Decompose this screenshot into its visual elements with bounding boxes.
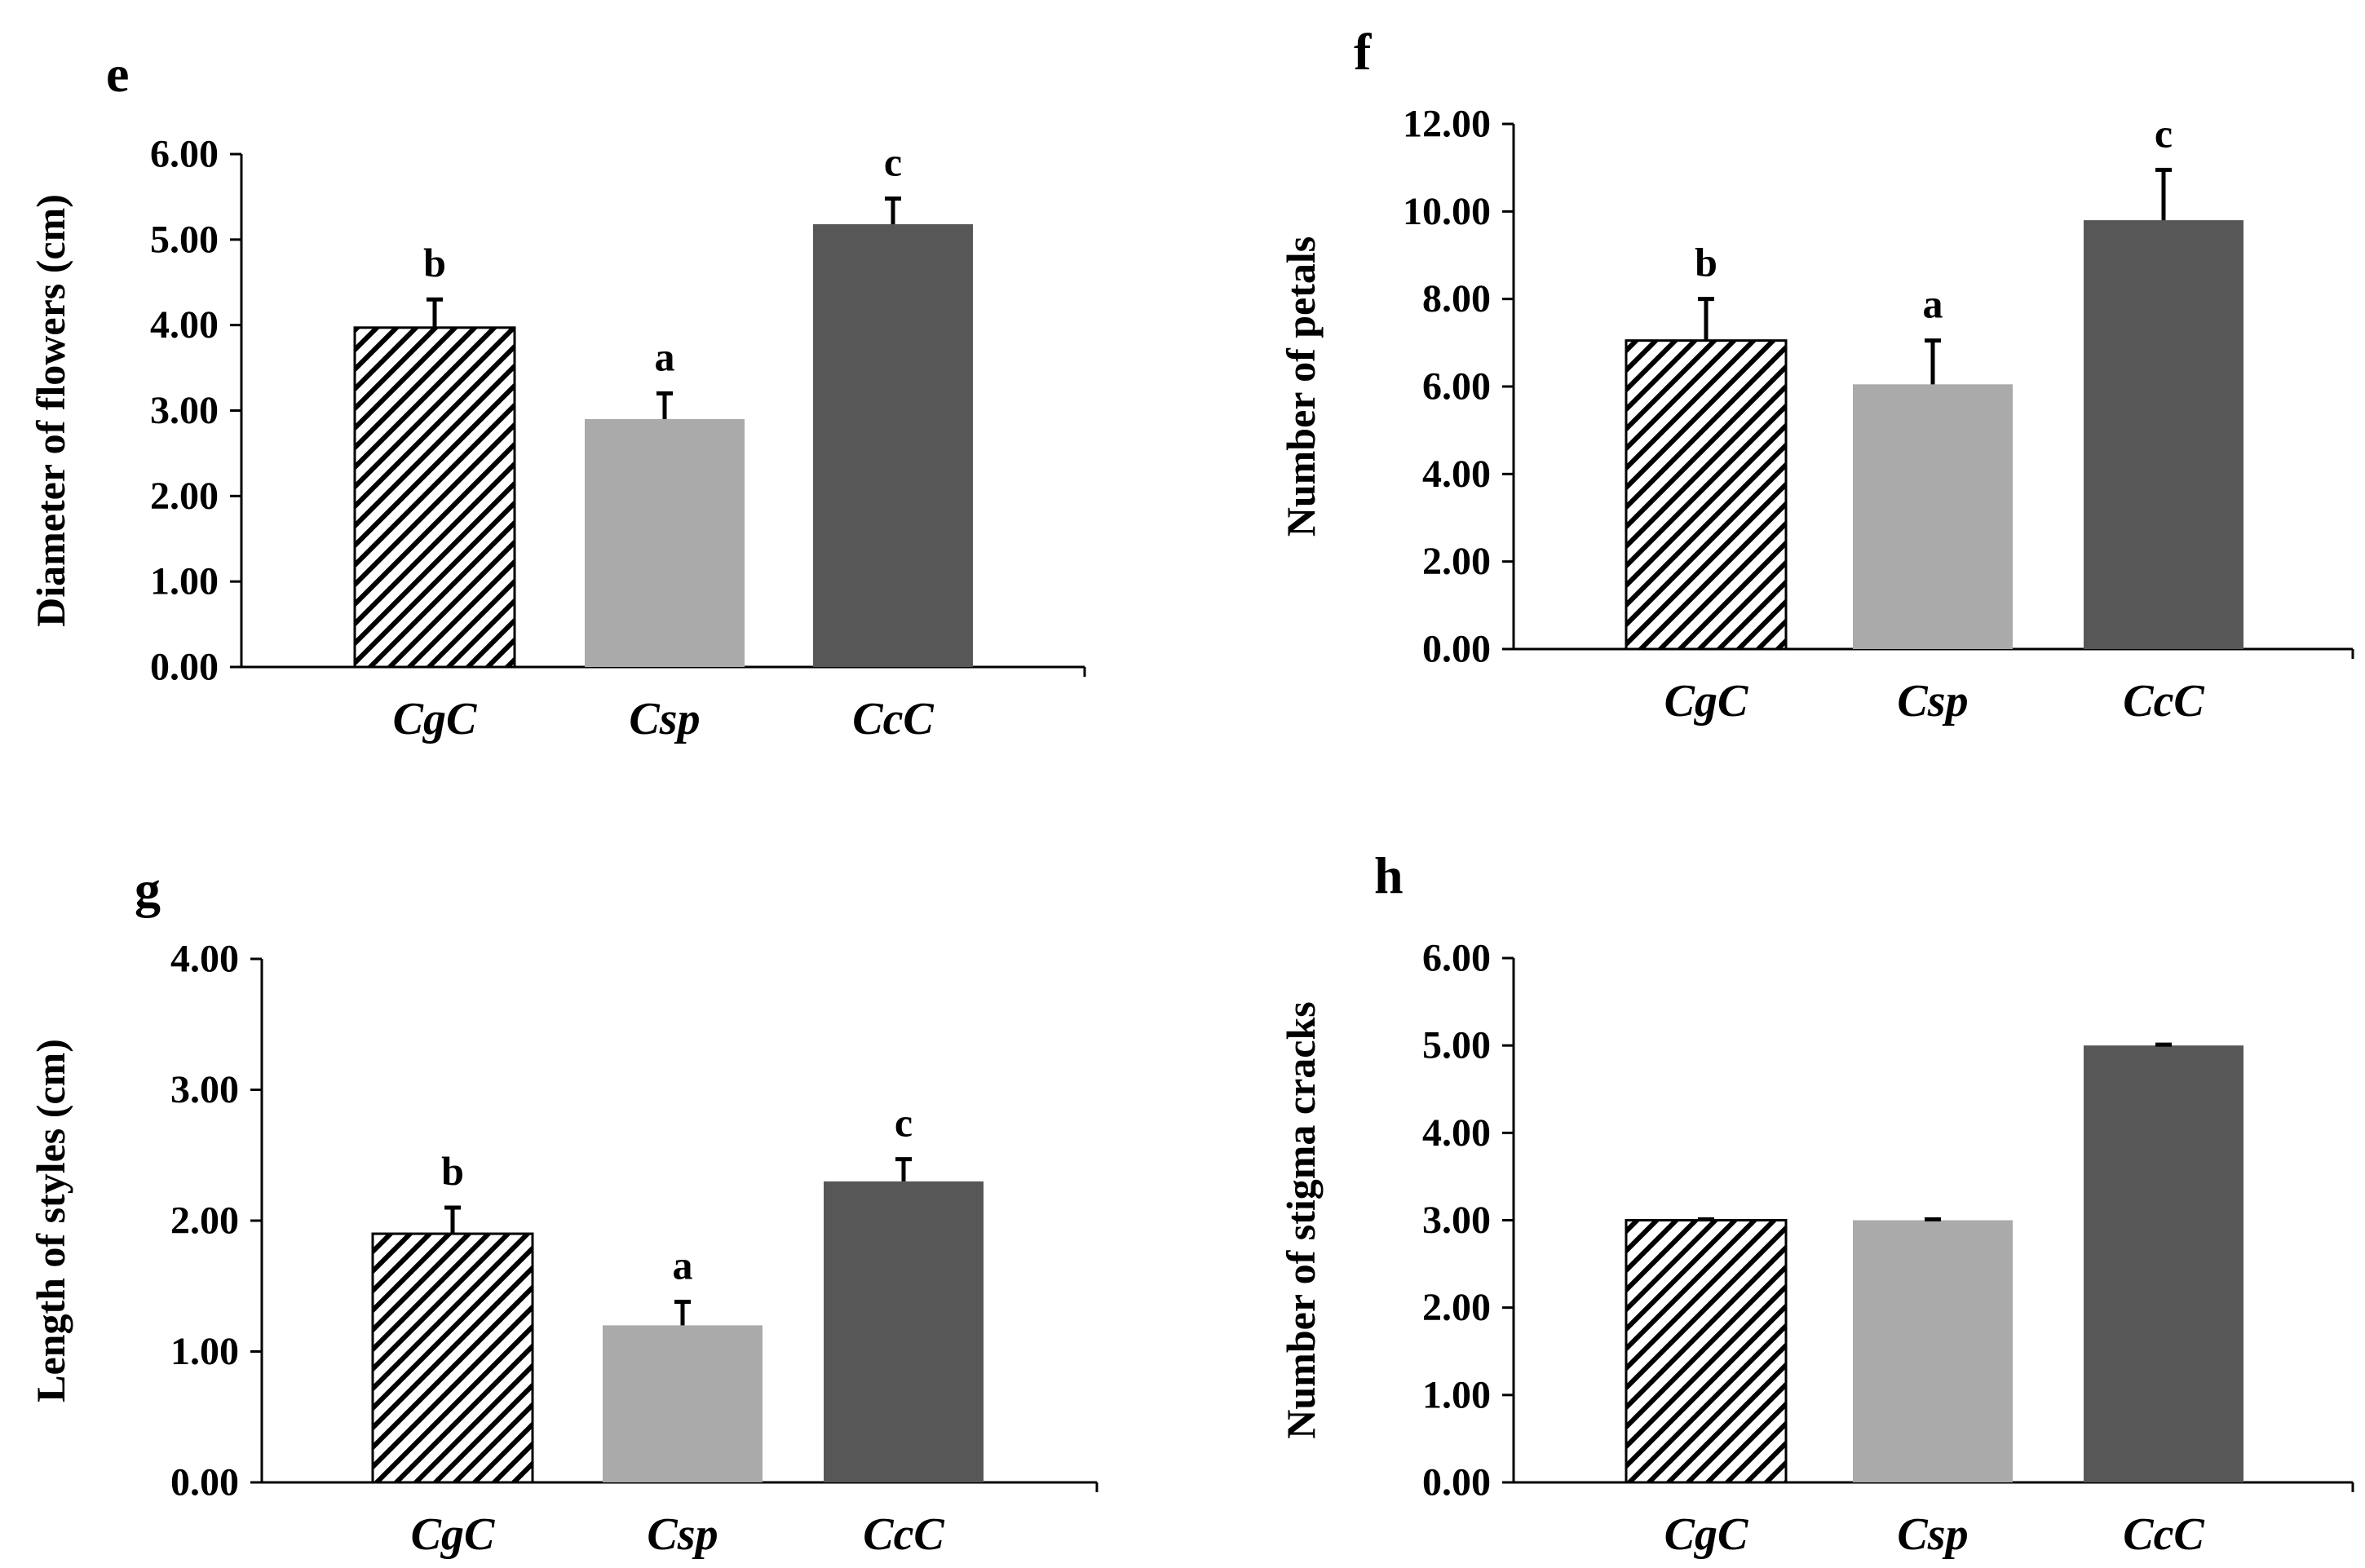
significance-label-Csp: a: [1923, 281, 1943, 327]
y-tick-label: 0.00: [150, 646, 219, 689]
y-tick-label: 6.00: [150, 133, 219, 176]
y-tick-label: 2.00: [1422, 540, 1491, 583]
y-tick-label: 2.00: [150, 475, 219, 518]
panel-letter-e: e: [106, 45, 129, 103]
bar-Csp: [603, 1325, 763, 1482]
panel-letter-f: f: [1354, 23, 1372, 81]
x-tick-label-CgC: CgC: [1664, 1509, 1748, 1560]
significance-label-Csp: a: [655, 334, 675, 380]
y-tick-label: 3.00: [150, 389, 219, 432]
x-tick-label-CcC: CcC: [2123, 676, 2204, 727]
bar-CgC: [371, 1232, 534, 1484]
y-tick-label: 10.00: [1403, 190, 1491, 233]
x-tick-label-Csp: Csp: [647, 1509, 718, 1560]
y-axis-label: Diameter of flowers (cm): [28, 194, 73, 627]
panel-letter-h: h: [1374, 846, 1404, 904]
y-tick-label: 3.00: [1422, 1199, 1491, 1242]
y-tick-label: 2.00: [1422, 1286, 1491, 1329]
significance-label-CcC: c: [2155, 110, 2173, 156]
y-axis-label: Length of styles (cm): [28, 1039, 73, 1402]
bar-CgC: [1625, 339, 1788, 651]
x-tick-label-Csp: Csp: [629, 694, 700, 744]
chart-panel-g: g Length of styles (cm) 0.00 1.00 2.00 3.00 4.…: [28, 860, 1099, 1560]
chart-panel-f: f Number of petals 0.00 2.00 4.00 6.00 8.00 10.…: [1278, 23, 2354, 727]
significance-label-CgC: b: [423, 240, 446, 285]
y-tick-label: 8.00: [1422, 277, 1491, 320]
significance-label-CgC: b: [441, 1148, 464, 1194]
panel-letter-g: g: [135, 860, 161, 918]
y-tick-label: 2.00: [170, 1199, 239, 1243]
x-tick-label-CcC: CcC: [2123, 1509, 2204, 1560]
y-tick-label: 0.00: [1422, 628, 1491, 671]
x-tick-label-CgC: CgC: [1664, 676, 1748, 727]
y-tick-label: 4.00: [150, 303, 219, 347]
y-axis-label: Number of stigma cracks: [1278, 1001, 1324, 1439]
bar-Csp: [1853, 384, 2013, 649]
y-tick-label: 4.00: [1422, 453, 1491, 496]
y-tick-label: 4.00: [1422, 1111, 1491, 1155]
significance-label-CgC: b: [1695, 240, 1717, 285]
x-tick-label-CcC: CcC: [863, 1509, 944, 1560]
y-axis-label: Number of petals: [1278, 236, 1324, 537]
bar-Csp: [1853, 1220, 2013, 1482]
y-tick-label: 5.00: [1422, 1024, 1491, 1067]
bar-CcC: [2084, 220, 2243, 650]
y-tick-label: 0.00: [1422, 1461, 1491, 1504]
y-tick-label: 4.00: [170, 938, 239, 981]
significance-label-CcC: c: [895, 1100, 913, 1146]
y-tick-label: 6.00: [1422, 365, 1491, 409]
y-tick-label: 1.00: [150, 560, 219, 603]
x-tick-label-CcC: CcC: [852, 694, 934, 744]
chart-panel-h: h Number of stigma cracks 0.00 1.00 2.00 3.00…: [1278, 846, 2354, 1560]
significance-label-CcC: c: [884, 139, 902, 185]
y-tick-label: 6.00: [1422, 937, 1491, 980]
x-tick-label-Csp: Csp: [1897, 1509, 1968, 1560]
y-tick-label: 5.00: [150, 218, 219, 261]
bar-CgC: [1625, 1219, 1788, 1484]
bar-CcC: [2084, 1045, 2243, 1482]
y-tick-label: 1.00: [1422, 1373, 1491, 1416]
y-tick-label: 3.00: [170, 1068, 239, 1111]
y-tick-label: 0.00: [170, 1461, 239, 1504]
y-tick-label: 12.00: [1403, 103, 1491, 146]
x-tick-label-CgC: CgC: [411, 1509, 495, 1560]
chart-panel-e: e Diameter of flowers (cm) 0.00 1.00 2.00 3.0…: [28, 45, 1086, 744]
bar-CcC: [824, 1181, 984, 1482]
bar-CgC: [353, 326, 516, 669]
bar-CcC: [813, 223, 973, 667]
bar-Csp: [585, 418, 745, 667]
x-tick-label-CgC: CgC: [393, 694, 477, 744]
x-tick-label-Csp: Csp: [1897, 676, 1968, 727]
y-tick-label: 1.00: [170, 1330, 239, 1373]
significance-label-Csp: a: [673, 1243, 693, 1288]
